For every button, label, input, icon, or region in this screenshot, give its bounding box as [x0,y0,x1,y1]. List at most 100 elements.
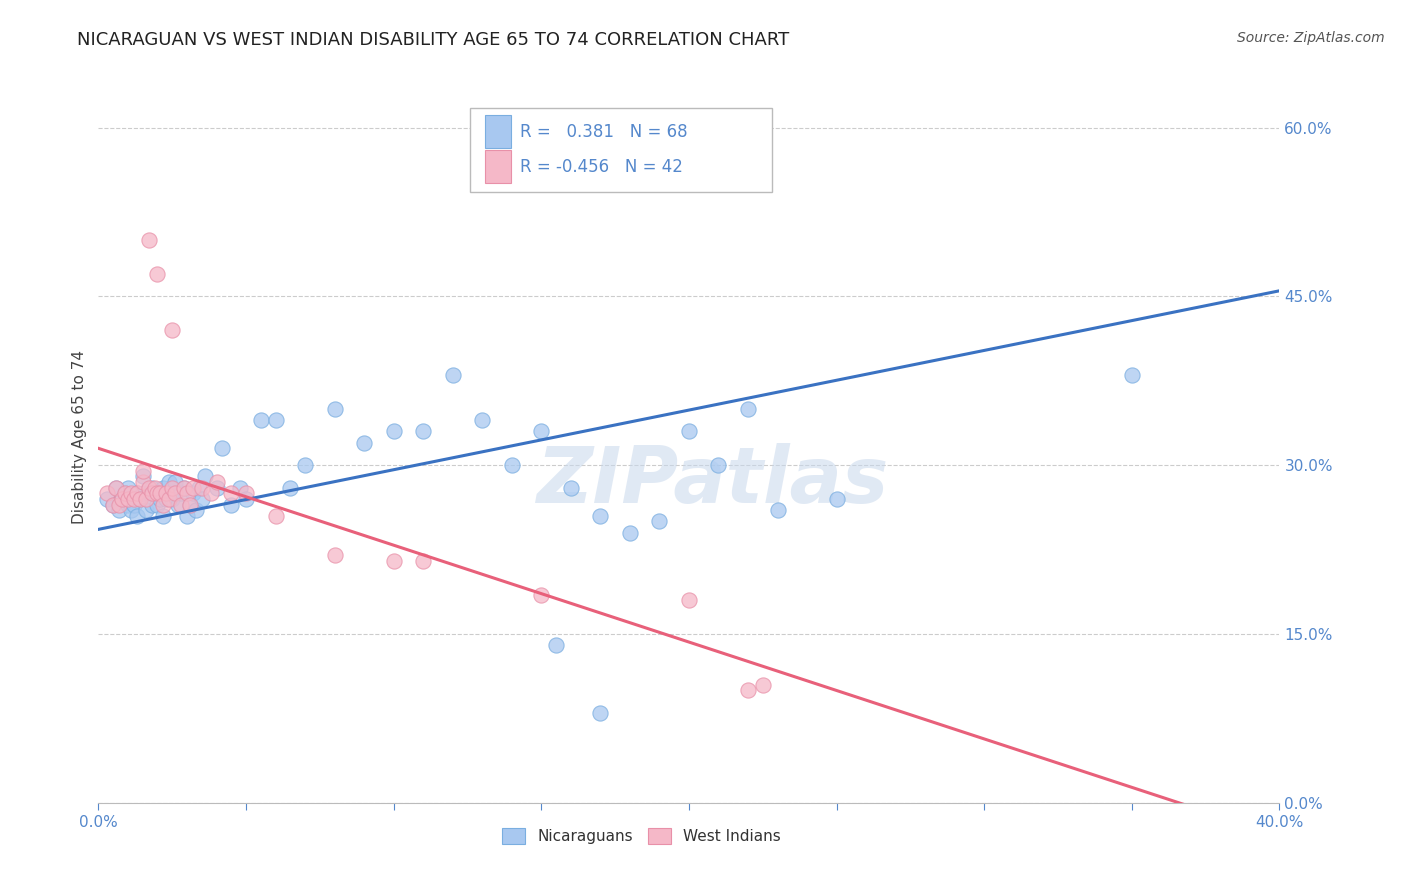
Point [138,481,160,495]
Point [412,554,434,568]
Point [205,481,228,495]
Point [167,498,190,512]
Point [589,508,612,523]
Point [648,515,671,529]
Point [176,486,198,500]
Text: ZIPatlas: ZIPatlas [537,443,889,519]
Point [162,491,183,506]
Point [221,498,243,512]
Point [176,508,198,523]
Point [173,481,195,495]
Point [205,475,228,489]
Point [122,491,145,506]
Point [117,491,139,506]
Point [530,588,553,602]
Point [138,486,160,500]
Point [412,425,434,439]
Point [103,498,125,512]
Point [546,638,568,652]
Point [149,486,172,500]
Text: Source: ZipAtlas.com: Source: ZipAtlas.com [1237,31,1385,45]
Point [191,491,214,506]
Point [471,413,494,427]
Point [117,481,139,495]
Point [120,486,142,500]
Point [382,554,405,568]
Point [294,458,316,473]
Text: R = -0.456   N = 42: R = -0.456 N = 42 [520,158,683,176]
Point [128,491,150,506]
Point [353,435,375,450]
Point [132,486,155,500]
Text: NICARAGUAN VS WEST INDIAN DISABILITY AGE 65 TO 74 CORRELATION CHART: NICARAGUAN VS WEST INDIAN DISABILITY AGE… [77,31,790,49]
Point [1121,368,1143,383]
Point [146,267,169,281]
Point [707,458,730,473]
Point [122,498,145,512]
Point [179,498,201,512]
Point [96,491,118,506]
Point [114,486,136,500]
Point [250,413,273,427]
Point [382,425,405,439]
Point [264,413,287,427]
Point [194,469,217,483]
Point [141,481,163,495]
Point [181,481,204,495]
Point [111,491,134,506]
Point [155,486,177,500]
Point [155,491,177,506]
Point [152,508,174,523]
Point [235,491,257,506]
Point [200,486,222,500]
Point [152,498,174,512]
Point [530,425,553,439]
Point [737,401,759,416]
Point [132,475,155,489]
Point [179,498,201,512]
Point [108,498,131,512]
Point [678,425,700,439]
Point [184,503,207,517]
Point [146,486,169,500]
Point [173,481,195,495]
Point [125,486,148,500]
Text: R =   0.381   N = 68: R = 0.381 N = 68 [520,123,688,141]
Point [170,486,193,500]
Point [117,498,139,512]
Point [125,508,148,523]
Point [132,469,155,483]
FancyBboxPatch shape [485,151,510,183]
Point [152,481,174,495]
Point [135,503,157,517]
Point [181,486,204,500]
Point [105,481,128,495]
Point [141,486,163,500]
Point [678,593,700,607]
Point [146,498,169,512]
Point [235,486,257,500]
Point [138,233,160,247]
Point [187,481,209,495]
Point [120,503,142,517]
Point [114,486,136,500]
Point [157,491,180,506]
Point [323,548,346,562]
Point [501,458,523,473]
Point [128,491,150,506]
Point [560,481,582,495]
Point [162,323,183,337]
Point [752,678,775,692]
Point [143,486,166,500]
Point [170,498,193,512]
Point [111,491,134,506]
Point [441,368,464,383]
Point [825,491,848,506]
Point [165,475,187,489]
Point [211,442,233,456]
Point [141,498,163,512]
Point [135,491,157,506]
Point [149,491,172,506]
FancyBboxPatch shape [471,108,772,192]
Point [125,486,148,500]
